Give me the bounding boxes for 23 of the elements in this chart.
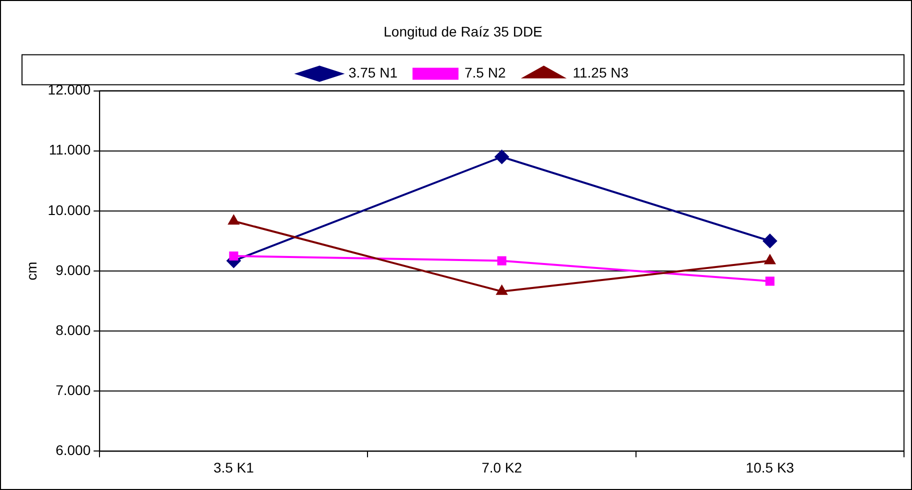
point	[764, 254, 776, 264]
y-tick-label: 9.000	[56, 262, 91, 278]
legend-label: 3.75 N1	[348, 64, 398, 81]
point	[496, 285, 508, 295]
x-tick-label: 3.5 K1	[213, 459, 254, 476]
legend-label: 11.25 N3	[572, 64, 629, 81]
point	[229, 251, 238, 261]
y-tick-label: 10.000	[48, 202, 91, 218]
y-tick-label: 7.000	[56, 382, 91, 398]
y-tick-label: 8.000	[56, 322, 91, 338]
point	[762, 234, 777, 248]
point	[497, 256, 506, 266]
y-tick-label: 6.000	[56, 442, 91, 458]
y-tick-label: 12.000	[48, 82, 91, 98]
x-tick-label: 10.5 K3	[746, 459, 794, 476]
x-tick-label: 7.0 K2	[482, 459, 522, 476]
point	[494, 150, 509, 164]
chart-title: Longitud de Raíz 35 DDE	[384, 23, 542, 40]
point	[228, 215, 240, 225]
y-axis-title: cm	[23, 262, 40, 280]
point	[765, 276, 774, 286]
y-tick-label: 11.000	[48, 142, 91, 158]
legend-label: 7.5 N2	[464, 64, 506, 81]
